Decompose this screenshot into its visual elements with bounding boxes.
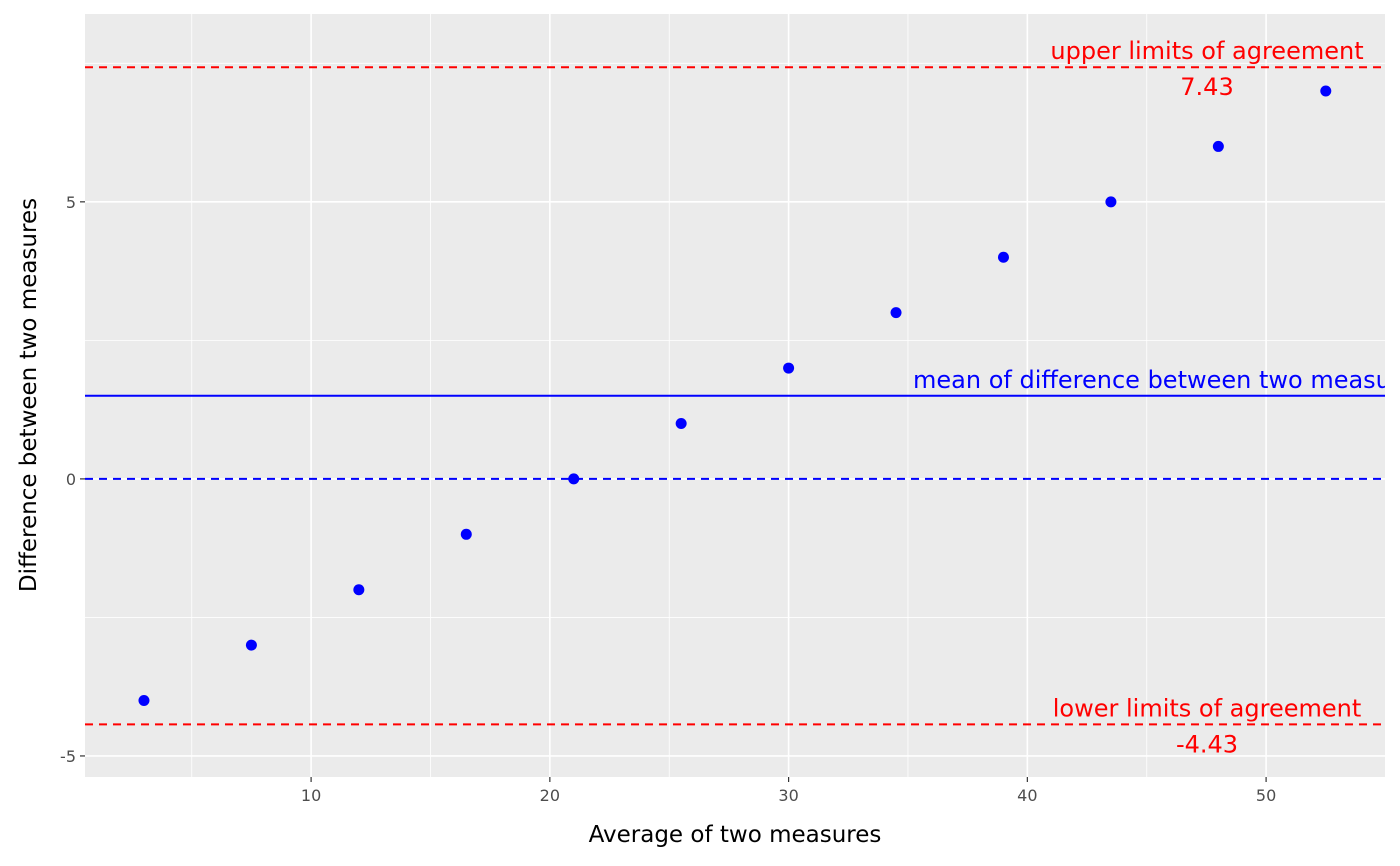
point [675, 417, 687, 429]
plot-layer: upper limits of agreement 7.43 mean of dif… [85, 37, 1400, 758]
point [138, 695, 150, 707]
x-axis-title: Average of two measures [589, 822, 882, 848]
point [568, 473, 580, 485]
point [353, 584, 365, 596]
reference-label: upper limits of agreement [1050, 37, 1363, 65]
point [1105, 196, 1117, 208]
point [460, 528, 472, 540]
point [997, 251, 1009, 263]
point [890, 307, 902, 319]
x-tick-label: 20 [540, 786, 560, 805]
point [783, 362, 795, 374]
reference-label: mean of difference between two measures [913, 366, 1400, 394]
point [245, 639, 257, 651]
y-axis-title: Difference between two measures [16, 198, 42, 592]
y-tick-label: -5 [60, 747, 76, 766]
point [1212, 140, 1224, 152]
reference-label: lower limits of agreement [1053, 694, 1362, 722]
x-tick-label: 30 [778, 786, 798, 805]
x-tick-label: 10 [301, 786, 321, 805]
y-tick-label: 5 [66, 193, 76, 212]
y-tick-label: 0 [66, 470, 76, 489]
point [1320, 85, 1332, 97]
reference-value: 7.43 [1180, 73, 1233, 101]
x-tick-label: 50 [1256, 786, 1276, 805]
axes: 10 20 30 40 50 -5 0 5 [60, 193, 1276, 805]
reference-value: -4.43 [1176, 730, 1238, 758]
x-tick-label: 40 [1017, 786, 1037, 805]
